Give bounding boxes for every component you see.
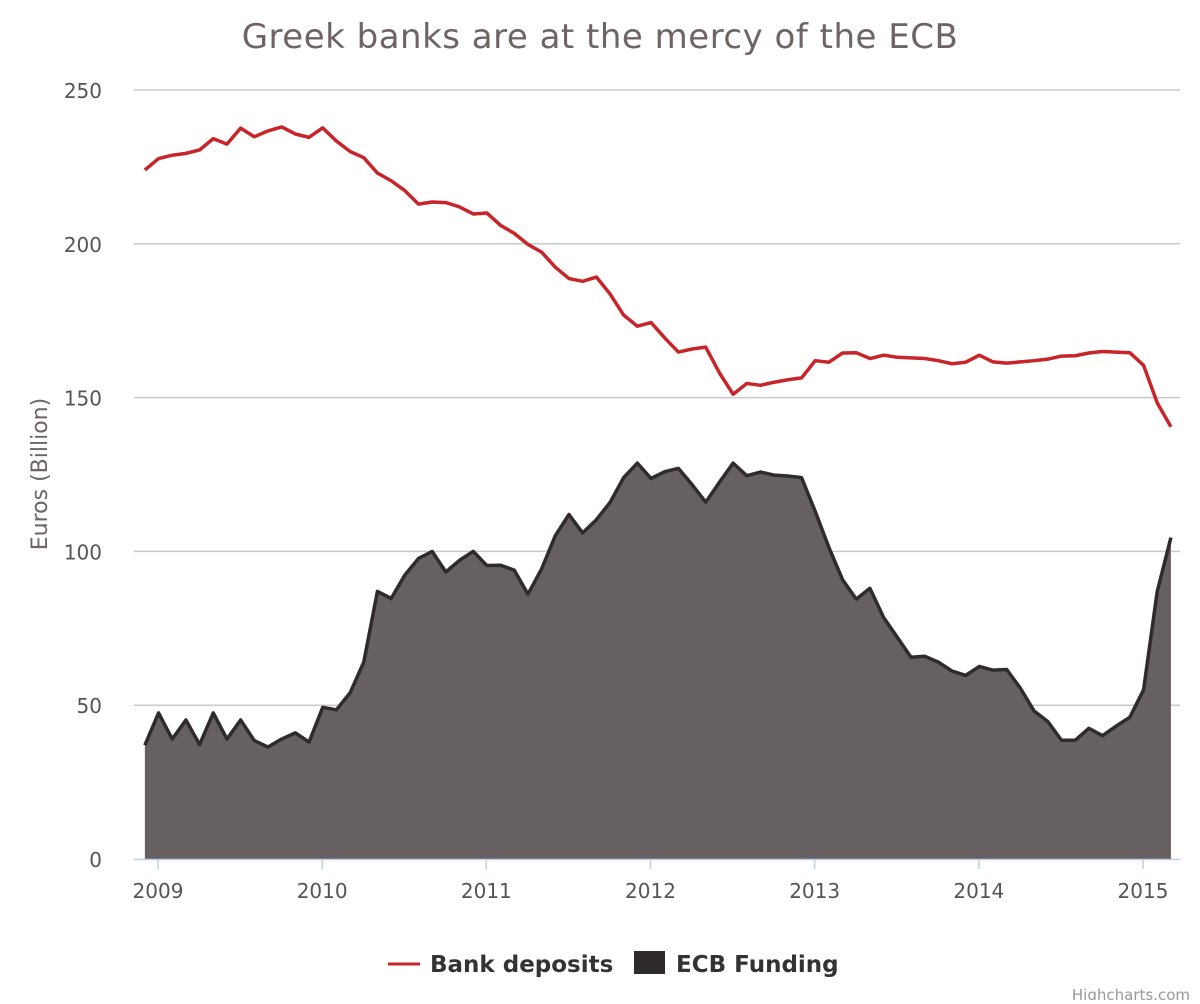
x-axis	[134, 858, 1180, 869]
y-tick-label: 100	[64, 540, 102, 564]
credits-link[interactable]: Highcharts.com	[1072, 986, 1190, 1004]
x-tick-label: 2009	[133, 879, 184, 903]
y-axis-tick-labels: 0 50 100 150 200 250	[64, 79, 102, 872]
legend-label-ecb-funding: ECB Funding	[676, 952, 839, 978]
y-tick-label: 200	[64, 233, 102, 257]
ecb-funding-area[interactable]	[144, 463, 1171, 859]
legend-item-ecb-funding[interactable]: ECB Funding	[634, 951, 839, 978]
x-tick-label: 2011	[461, 879, 512, 903]
ecb-funding-line[interactable]	[143, 461, 1173, 749]
x-tick-label: 2012	[625, 879, 676, 903]
legend-item-bank-deposits[interactable]: Bank deposits	[388, 952, 613, 978]
y-tick-label: 50	[77, 694, 102, 718]
x-tick-label: 2013	[789, 879, 840, 903]
legend: Bank deposits ECB Funding	[388, 951, 839, 978]
legend-swatch-ecb-funding	[634, 951, 665, 974]
x-tick-label: 2010	[297, 879, 348, 903]
chart-title: Greek banks are at the mercy of the ECB	[242, 17, 959, 57]
y-tick-label: 250	[64, 79, 102, 103]
x-tick-label: 2014	[953, 879, 1004, 903]
x-tick-label: 2015	[1118, 879, 1169, 903]
y-tick-label: 0	[89, 848, 102, 872]
x-axis-tick-labels: 2009 2010 2011 2012 2013 2014 2015	[133, 879, 1169, 903]
series-layer	[143, 125, 1173, 859]
y-tick-label: 150	[64, 387, 102, 411]
bank-deposits-line[interactable]	[143, 125, 1173, 428]
y-axis-title: Euros (Billion)	[28, 398, 53, 550]
legend-label-bank-deposits: Bank deposits	[430, 952, 613, 978]
